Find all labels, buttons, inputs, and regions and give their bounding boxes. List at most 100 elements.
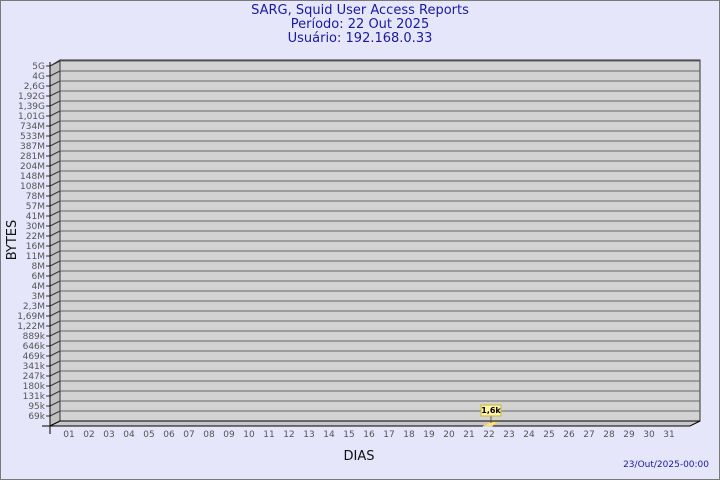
wall-gridline [49, 240, 61, 247]
x-tick-label: 15 [343, 430, 354, 440]
x-tick-label: 26 [563, 430, 575, 440]
y-tick-label: 41M [26, 212, 45, 222]
y-tick-label: 1,01G [18, 112, 45, 122]
y-axis-label: BYTES [5, 220, 20, 261]
wall-gridline [49, 210, 61, 217]
y-tick-label: 180k [23, 382, 46, 392]
y-tick-label: 4M [32, 282, 46, 292]
wall-gridline [49, 350, 61, 357]
generated-timestamp: 23/Out/2025-00:00 [623, 460, 709, 470]
wall-gridline [49, 160, 61, 167]
wall-gridline [49, 380, 61, 387]
wall-gridline [49, 90, 61, 97]
chart-user: Usuário: 192.168.0.33 [287, 31, 433, 46]
wall-gridline [49, 100, 61, 107]
bar [482, 421, 500, 427]
x-tick-label: 12 [283, 430, 294, 440]
y-tick-label: 387M [20, 142, 45, 152]
x-tick-label: 04 [123, 430, 135, 440]
wall-gridline [49, 390, 61, 397]
wall-gridline [49, 190, 61, 197]
y-tick-label: 469k [23, 352, 46, 362]
y-tick-label: 533M [20, 132, 45, 142]
wall-gridline [49, 400, 61, 407]
y-tick-label: 95k [28, 402, 45, 412]
x-tick-label: 07 [183, 430, 194, 440]
y-tick-label: 5G [32, 62, 45, 72]
wall-gridline [49, 230, 61, 237]
wall-gridline [49, 290, 61, 297]
y-tick-label: 131k [23, 392, 46, 402]
x-tick-label: 13 [303, 430, 314, 440]
x-tick-label: 10 [243, 430, 255, 440]
wall-gridline [49, 320, 61, 327]
wall-gridline [49, 280, 61, 287]
plot-floor [49, 420, 701, 427]
y-tick-label: 4G [32, 72, 45, 82]
wall-gridline [49, 300, 61, 307]
x-tick-label: 23 [503, 430, 514, 440]
x-tick-label: 27 [583, 430, 594, 440]
y-tick-label: 69k [28, 412, 45, 422]
x-tick-label: 18 [403, 430, 415, 440]
x-tick-label: 05 [143, 430, 154, 440]
wall-gridline [49, 150, 61, 157]
wall-gridline [49, 110, 61, 117]
y-tick-label: 57M [26, 202, 45, 212]
x-tick-label: 01 [63, 430, 74, 440]
y-tick-label: 1,22M [17, 322, 45, 332]
wall-gridline [49, 140, 61, 147]
wall-gridline [49, 340, 61, 347]
y-tick-label: 16M [26, 242, 45, 252]
data-label: 1,6k [481, 406, 501, 415]
wall-gridline [49, 120, 61, 127]
y-tick-label: 1,39G [18, 102, 45, 112]
wall-gridline [49, 200, 61, 207]
y-tick-label: 3M [32, 292, 46, 302]
y-tick-label: 281M [20, 152, 45, 162]
x-tick-label: 09 [223, 430, 235, 440]
wall-gridline [49, 260, 61, 267]
x-tick-label: 25 [543, 430, 554, 440]
x-tick-label: 28 [603, 430, 615, 440]
wall-gridline [49, 270, 61, 277]
y-tick-label: 108M [20, 182, 45, 192]
x-tick-label: 21 [463, 430, 474, 440]
wall-gridline [49, 250, 61, 257]
y-tick-label: 22M [26, 232, 45, 242]
x-tick-label: 11 [263, 430, 274, 440]
wall-gridline [49, 310, 61, 317]
x-tick-label: 20 [443, 430, 455, 440]
wall-gridline [49, 330, 61, 337]
x-tick-label: 02 [83, 430, 94, 440]
y-tick-label: 11M [26, 252, 45, 262]
x-tick-label: 22 [483, 430, 494, 440]
wall-gridline [49, 180, 61, 187]
wall-gridline [49, 370, 61, 377]
y-tick-label: 204M [20, 162, 45, 172]
x-tick-label: 06 [163, 430, 175, 440]
y-tick-label: 2,6G [24, 82, 45, 92]
chart-title: SARG, Squid User Access Reports [251, 3, 469, 18]
x-tick-label: 17 [383, 430, 394, 440]
y-tick-label: 30M [26, 222, 45, 232]
y-tick-label: 148M [20, 172, 45, 182]
wall-gridline [49, 60, 61, 67]
wall-gridline [49, 170, 61, 177]
y-tick-label: 646k [23, 342, 46, 352]
y-tick-label: 1,92G [18, 92, 45, 102]
x-tick-label: 24 [523, 430, 535, 440]
x-tick-label: 30 [643, 430, 655, 440]
y-tick-label: 78M [26, 192, 45, 202]
x-axis-label: DIAS [344, 449, 375, 464]
y-tick-label: 247k [23, 372, 46, 382]
x-tick-label: 31 [663, 430, 674, 440]
x-tick-label: 03 [103, 430, 114, 440]
wall-gridline [49, 80, 61, 87]
y-tick-label: 889k [23, 332, 46, 342]
y-tick-label: 1,69M [17, 312, 45, 322]
wall-gridline [49, 130, 61, 137]
x-tick-label: 29 [623, 430, 635, 440]
y-tick-label: 6M [32, 272, 46, 282]
